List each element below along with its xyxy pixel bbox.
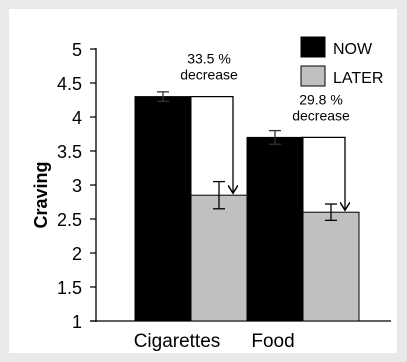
y-tick-label: 4.5 [57, 74, 82, 94]
decrease-arrow [189, 95, 233, 194]
annotation-percent: 29.8 % [299, 91, 343, 107]
x-tick-label: Food [251, 331, 294, 352]
bar-now-cigarettes [134, 96, 192, 322]
legend-label-later: LATER [333, 70, 383, 87]
legend-swatch-now [300, 36, 326, 58]
y-tick-label: 1 [72, 312, 82, 332]
y-axis-label: Craving [31, 161, 51, 228]
axes: 1 1.5 2 2.5 3 3.5 4 4.5 5 Cigarettes Food [57, 40, 391, 352]
y-tick-label: 2 [72, 244, 82, 264]
y-tick-label: 2.5 [57, 210, 82, 230]
annotation-word: decrease [292, 107, 350, 123]
y-tick-label: 3.5 [57, 142, 82, 162]
legend-swatch-later [300, 65, 326, 87]
y-tick-label: 4 [72, 108, 82, 128]
bars [134, 91, 360, 322]
legend-label-now: NOW [333, 41, 373, 58]
chart-frame: 1 1.5 2 2.5 3 3.5 4 4.5 5 Cigarettes Food 33.5 % de… [9, 9, 397, 353]
annotation-percent: 33.5 % [187, 51, 231, 67]
legend: NOW LATER [300, 36, 383, 87]
x-tick-label: Cigarettes [134, 331, 221, 352]
bar-now-food [246, 136, 304, 322]
y-tick-label: 1.5 [57, 278, 82, 298]
y-tick-label: 5 [72, 40, 82, 60]
annotation-word: decrease [180, 67, 238, 83]
bar-later-food [302, 211, 360, 322]
bar-later-cigarettes [190, 194, 248, 322]
y-tick-label: 3 [72, 176, 82, 196]
decrease-arrow [301, 136, 345, 210]
